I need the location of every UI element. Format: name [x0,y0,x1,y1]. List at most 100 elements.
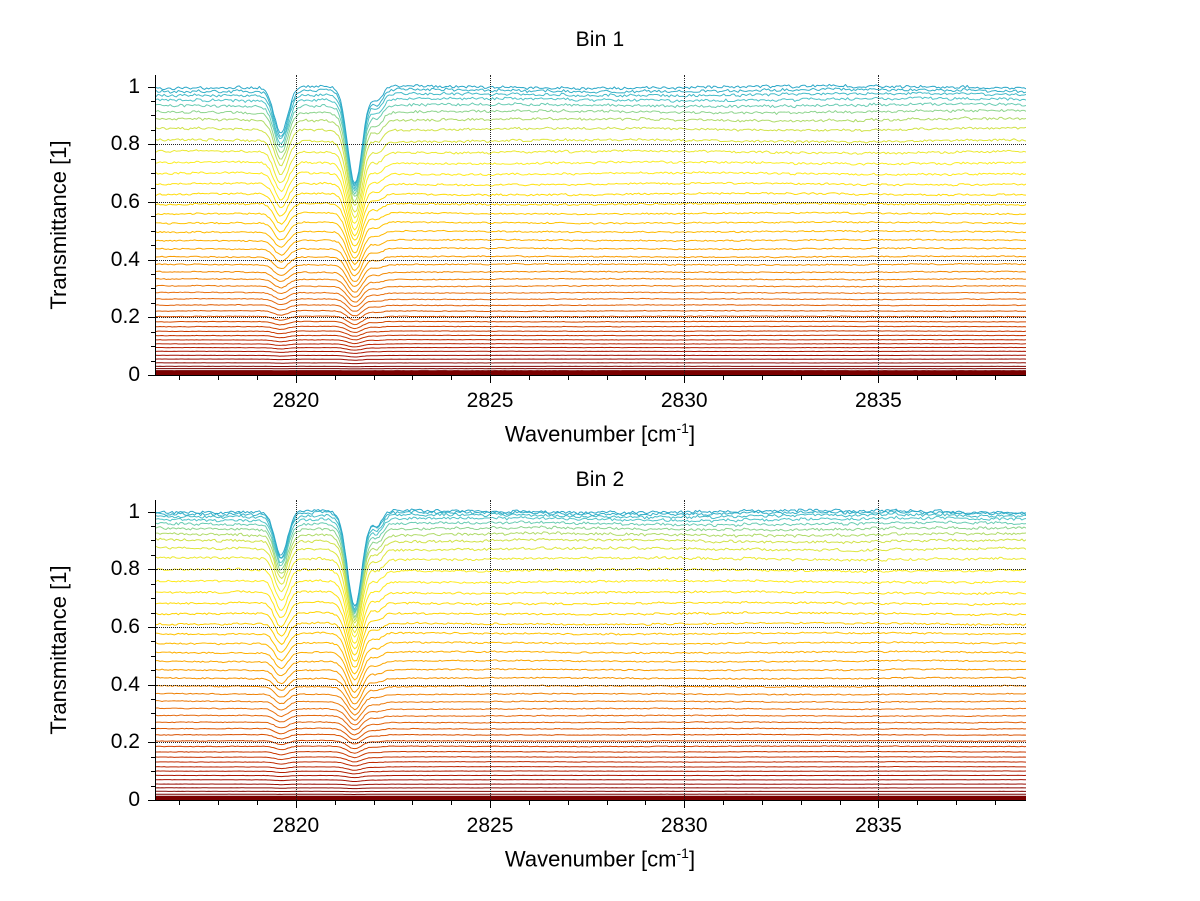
spectrum-trace [156,757,1026,762]
y-tick-minor [151,129,156,131]
y-axis-label-bin-2: Transmittance [1] [46,565,71,735]
x-tick-minor [218,800,220,805]
x-tick-minor [528,375,530,380]
plot-axes-bin-1: 0 0.2 0.4 0.6 0.8 1 2820 2825 2830 2835 [111,75,1026,412]
spectrum-trace [156,526,1026,618]
x-tick-minor [606,375,608,380]
plot-axes-bin-2: 0 0.2 0.4 0.6 0.8 1 2820 2825 2830 2835 [111,500,1026,837]
spectrum-trace [156,310,1026,320]
x-tick-minor [451,800,453,805]
spectrum-trace [156,117,1026,202]
x-tick-minor [334,375,336,380]
spectrum-trace [156,109,1026,196]
spectrum-trace [156,256,1026,282]
x-tick-minor [645,375,647,380]
spectrum-trace [156,784,1026,785]
x-tick-minor [412,800,414,805]
spectrum-trace [156,722,1026,735]
x-tick-minor [179,800,181,805]
spectrum-trace [156,521,1026,614]
y-tick-minor [151,216,156,218]
y-gridline [156,259,1026,261]
spectrum-trace [156,693,1026,715]
spectrum-trace [156,591,1026,649]
x-tick-mark [878,800,880,808]
x-tick-minor [606,800,608,805]
x-tick-mark [878,375,880,383]
x-gridline [684,75,686,375]
y-tick-minor [151,756,156,758]
x-tick-mark [684,800,686,808]
spectrum-trace [156,321,1026,328]
x-tick-minor [839,375,841,380]
y-tick-mark [148,201,156,203]
y-tick-label: 0.2 [110,730,140,754]
y-tick-label: 0.6 [110,614,140,638]
y-tick-mark [148,375,156,376]
spectrum-trace [156,632,1026,674]
y-gridline [156,684,1026,686]
spectrum-trace [156,271,1026,292]
y-tick-minor [151,158,156,160]
y-tick-minor [151,173,156,175]
x-tick-minor [994,375,996,380]
y-tick-minor [151,785,156,787]
x-tick-minor [761,375,763,380]
spectrum-trace [156,247,1026,275]
y-gridline [156,144,1026,146]
y-tick-label: 0 [128,788,140,811]
x-tick-minor [723,800,725,805]
x-tick-label: 2825 [466,389,514,412]
spectrum-trace [156,285,1026,302]
x-tick-label: 2820 [272,389,320,412]
spectrum-trace [156,335,1026,340]
x-tick-minor [761,800,763,805]
y-tick-minor [151,525,156,527]
x-axis-label-bin-1: Wavenumber [cm-1] [0,420,1200,447]
spectrum-trace [156,84,1026,183]
x-tick-minor [412,375,414,380]
spectrum-trace [156,546,1026,627]
x-tick-minor [528,800,530,805]
spectrum-trace [156,331,1026,336]
y-gridline [156,742,1026,744]
x-tick-label: 2830 [660,389,708,412]
x-tick-minor [451,375,453,380]
y-tick-minor [151,331,156,333]
y-tick-mark [148,684,156,686]
x-tick-minor [256,375,258,380]
spectrum-trace [156,88,1026,186]
x-axis-label-bracket: ] [688,421,696,447]
x-tick-minor [256,800,258,805]
panel-title-bin-2: Bin 2 [575,468,625,491]
spectrum-trace [156,568,1026,637]
spectrum-trace [156,103,1026,194]
y-tick-minor [151,598,156,600]
x-tick-minor [723,375,725,380]
spectrum-trace [156,513,1026,610]
x-axis-label-bin-2: Wavenumber [cm-1] [0,845,1200,872]
y-tick-mark [148,317,156,319]
spectrum-trace [156,642,1026,680]
y-gridline [156,569,1026,571]
spectrum-trace [156,150,1026,218]
spectrum-trace [156,326,1026,332]
spectra-lines-bin-1 [156,75,1026,375]
x-gridline [295,500,297,800]
spectrum-trace [156,751,1026,757]
x-gridline [684,500,686,800]
spectrum-trace [156,708,1026,725]
spectra-lines-bin-2 [156,500,1026,800]
y-tick-mark [148,742,156,744]
spectrum-trace [156,660,1026,693]
x-tick-label: 2835 [855,389,902,412]
y-tick-label: 0.4 [110,247,140,271]
spectrum-trace [156,221,1026,258]
spectrum-trace [156,767,1026,771]
x-tick-minor [373,375,375,380]
y-tick-mark [148,86,156,88]
spectrum-trace [156,366,1026,367]
spectrum-trace [156,557,1026,633]
x-tick-mark [490,375,492,383]
